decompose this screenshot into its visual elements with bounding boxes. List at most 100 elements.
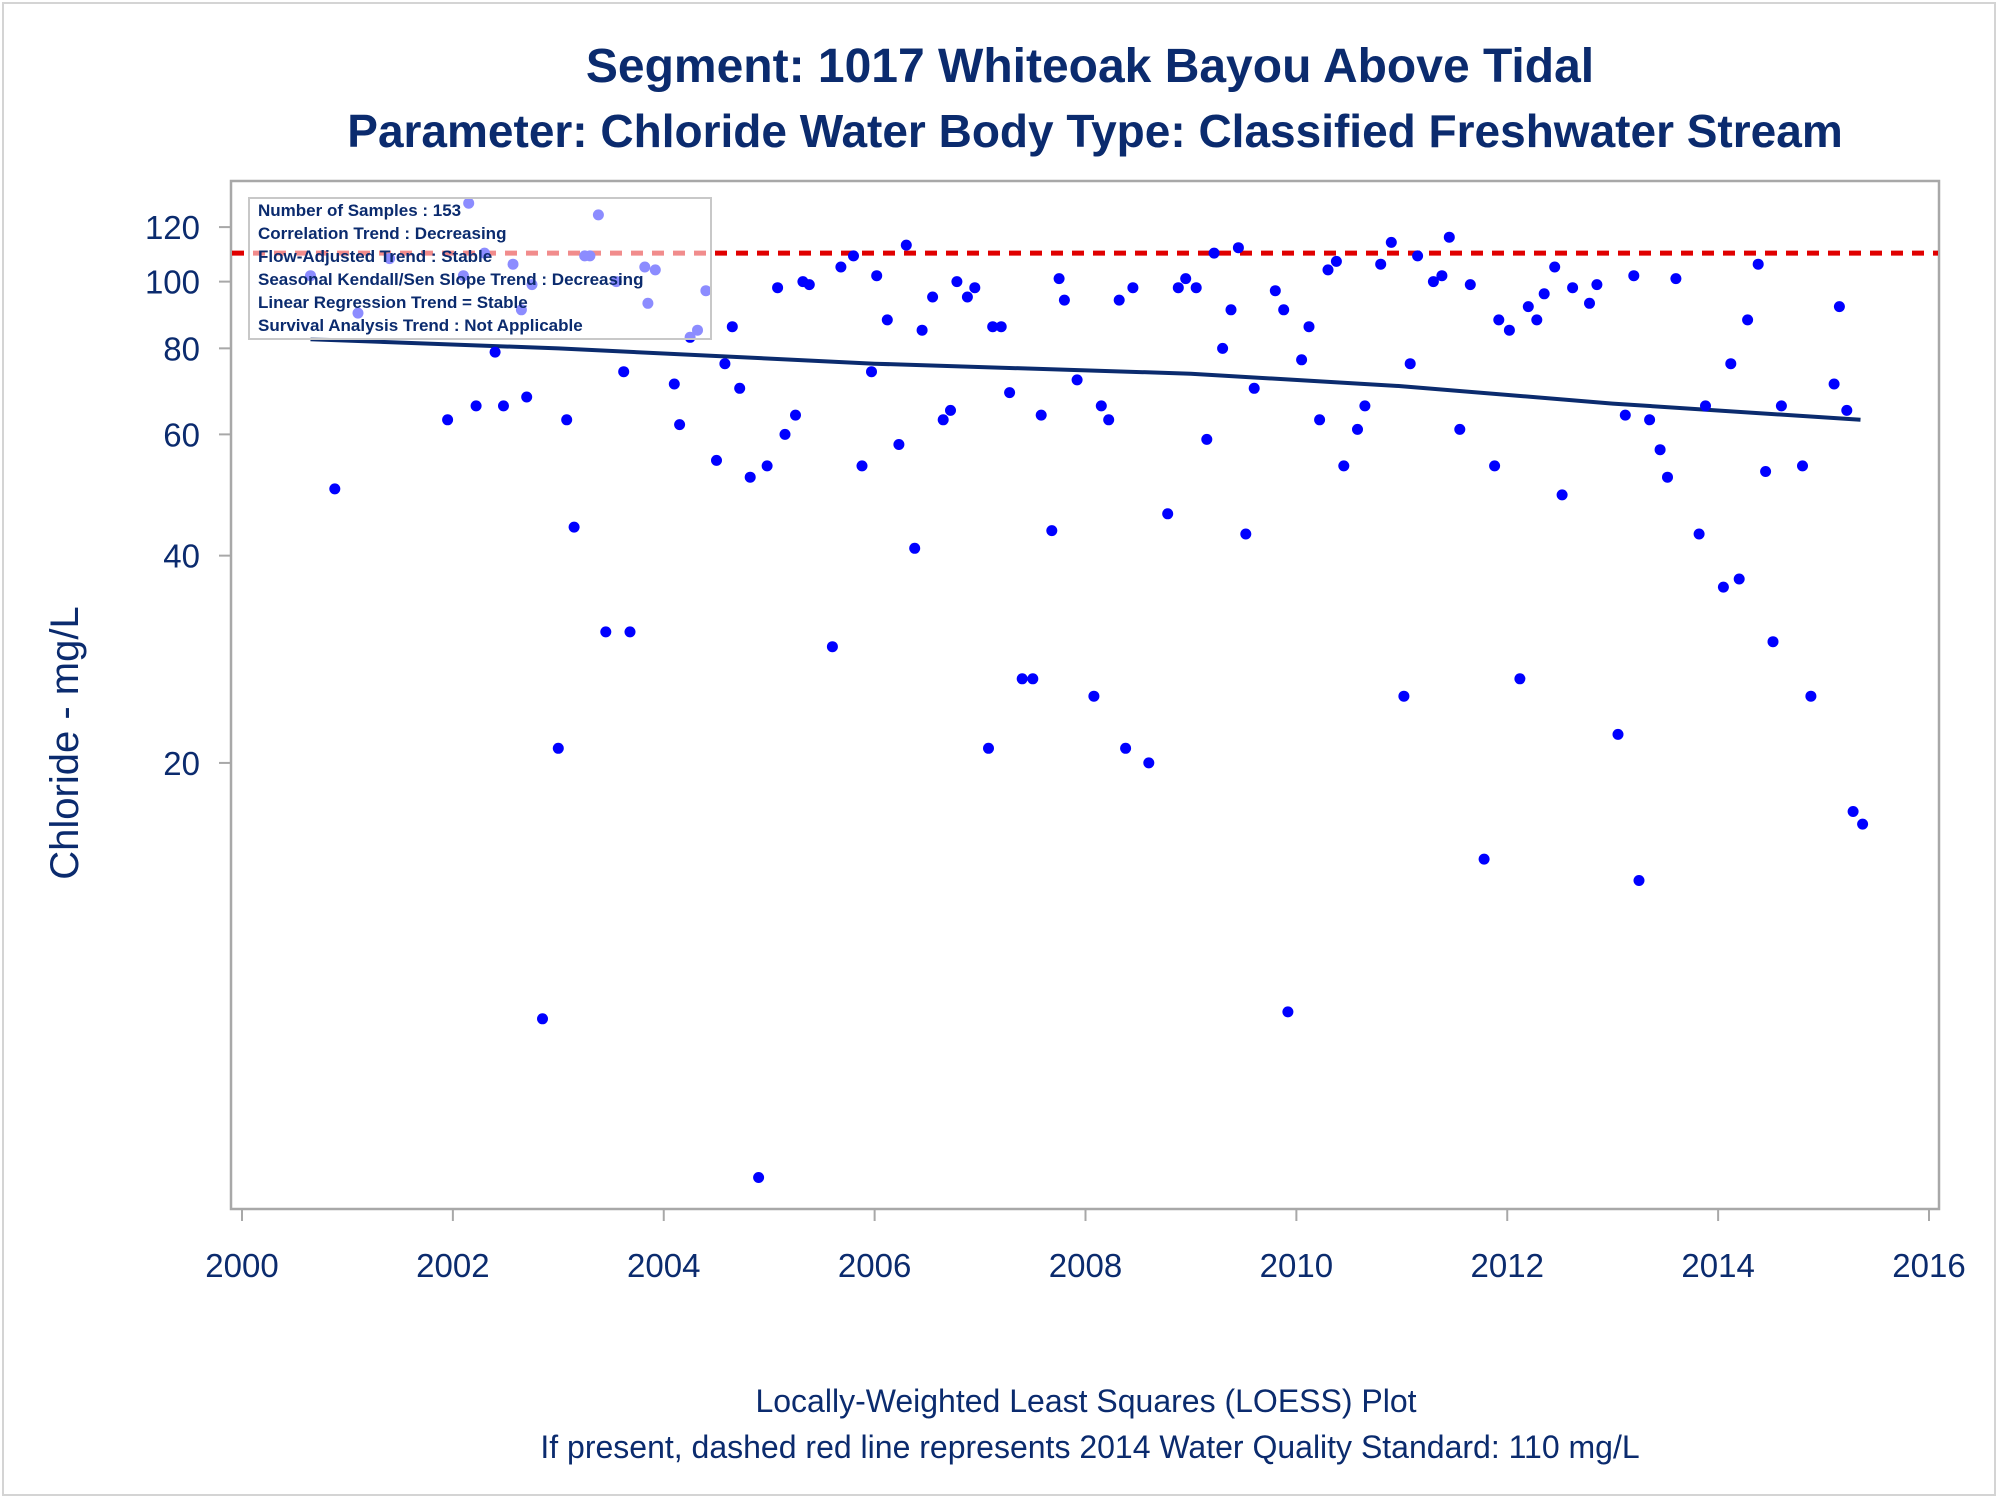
data-point-72 xyxy=(1058,294,1070,306)
axis-ticks: 2000 2002 2004 2006 2008 2010 2012 2014 2016 20 40… xyxy=(145,209,1966,1284)
data-point-62 xyxy=(969,282,981,294)
data-point-7 xyxy=(470,400,482,412)
data-point-51 xyxy=(871,270,883,282)
data-point-143 xyxy=(1775,400,1787,412)
data-point-128 xyxy=(1628,270,1640,282)
data-point-71 xyxy=(1053,273,1065,285)
data-point-91 xyxy=(1248,382,1260,394)
data-point-110 xyxy=(1443,231,1455,243)
data-point-142 xyxy=(1767,636,1779,648)
data-point-129 xyxy=(1633,875,1645,886)
data-point-48 xyxy=(848,250,859,262)
data-point-111 xyxy=(1454,423,1466,435)
data-point-10 xyxy=(498,400,509,412)
data-point-134 xyxy=(1693,528,1705,540)
info-line-flow-adjusted: Flow-Adjusted Trend : Stable xyxy=(258,247,492,266)
data-point-89 xyxy=(1232,242,1244,254)
data-point-35 xyxy=(719,358,731,370)
data-point-117 xyxy=(1514,673,1526,685)
data-point-140 xyxy=(1752,258,1764,270)
data-point-136 xyxy=(1717,581,1729,593)
data-point-127 xyxy=(1619,409,1631,421)
x-tick-label-2: 2004 xyxy=(627,1247,700,1284)
data-point-114 xyxy=(1489,460,1501,472)
data-point-99 xyxy=(1330,255,1342,267)
data-point-118 xyxy=(1522,301,1534,313)
data-point-88 xyxy=(1225,304,1237,316)
data-point-47 xyxy=(835,261,847,273)
x-tick-label-8: 2016 xyxy=(1892,1247,1965,1284)
data-point-90 xyxy=(1240,528,1252,540)
data-point-147 xyxy=(1833,301,1845,313)
data-point-17 xyxy=(561,414,573,426)
data-point-53 xyxy=(893,439,905,450)
data-point-135 xyxy=(1700,400,1711,412)
data-point-42 xyxy=(779,428,791,440)
data-point-49 xyxy=(856,460,868,472)
data-point-40 xyxy=(761,460,773,472)
data-point-144 xyxy=(1797,460,1808,472)
data-point-58 xyxy=(937,414,949,426)
data-point-123 xyxy=(1567,282,1579,294)
data-point-39 xyxy=(753,1172,765,1183)
info-box: Number of Samples : 153 Correlation Tren… xyxy=(248,197,712,340)
x-tick-label-0: 2000 xyxy=(205,1247,278,1284)
data-point-85 xyxy=(1201,433,1213,445)
data-point-37 xyxy=(734,382,746,394)
data-point-50 xyxy=(866,366,877,378)
data-point-64 xyxy=(987,321,999,333)
info-line-linear-regression: Linear Regression Trend = Stable xyxy=(258,293,528,312)
data-point-68 xyxy=(1027,673,1039,685)
data-point-86 xyxy=(1208,247,1220,259)
data-point-120 xyxy=(1538,288,1550,300)
info-line-survival: Survival Analysis Trend : Not Applicable xyxy=(258,316,583,335)
data-point-145 xyxy=(1805,690,1817,702)
data-point-67 xyxy=(1016,673,1028,685)
x-tick-label-1: 2002 xyxy=(416,1247,489,1284)
data-point-150 xyxy=(1857,818,1869,830)
data-point-69 xyxy=(1035,409,1047,421)
data-point-97 xyxy=(1314,414,1326,426)
y-tick-label-0: 20 xyxy=(163,745,200,782)
data-point-56 xyxy=(916,324,928,336)
data-point-125 xyxy=(1591,279,1603,291)
loess-curve xyxy=(310,337,1861,422)
data-point-104 xyxy=(1385,236,1397,248)
x-tick-label-6: 2012 xyxy=(1471,1247,1544,1284)
data-point-59 xyxy=(945,404,956,416)
info-line-samples: Number of Samples : 153 xyxy=(258,201,461,220)
data-point-82 xyxy=(1172,282,1184,294)
data-point-54 xyxy=(900,239,912,251)
data-point-55 xyxy=(909,542,921,554)
y-tick-label-2: 60 xyxy=(163,416,200,453)
data-point-94 xyxy=(1282,1006,1294,1018)
data-point-112 xyxy=(1464,279,1476,291)
data-point-122 xyxy=(1556,489,1568,501)
y-tick-label-4: 100 xyxy=(145,264,200,301)
y-tick-label-5: 120 xyxy=(145,209,200,246)
data-point-70 xyxy=(1046,525,1058,537)
data-point-80 xyxy=(1143,757,1155,769)
data-point-92 xyxy=(1269,285,1281,297)
data-point-60 xyxy=(951,276,963,288)
data-point-93 xyxy=(1278,304,1290,316)
chart-subtitle: Parameter: Chloride Water Body Type: Cla… xyxy=(347,105,1842,157)
data-points xyxy=(305,197,1869,1183)
data-point-30 xyxy=(674,419,686,431)
data-point-138 xyxy=(1733,573,1745,585)
data-point-148 xyxy=(1841,404,1853,416)
data-point-25 xyxy=(624,626,636,638)
data-point-103 xyxy=(1375,258,1387,270)
data-point-137 xyxy=(1725,358,1737,370)
data-point-102 xyxy=(1359,400,1371,412)
data-point-57 xyxy=(927,291,939,303)
data-point-24 xyxy=(618,366,630,378)
x-tick-label-4: 2008 xyxy=(1049,1247,1122,1284)
data-point-113 xyxy=(1478,853,1490,865)
data-point-9 xyxy=(489,346,501,358)
data-point-96 xyxy=(1303,321,1315,333)
data-point-100 xyxy=(1338,460,1350,472)
data-point-124 xyxy=(1584,297,1595,309)
